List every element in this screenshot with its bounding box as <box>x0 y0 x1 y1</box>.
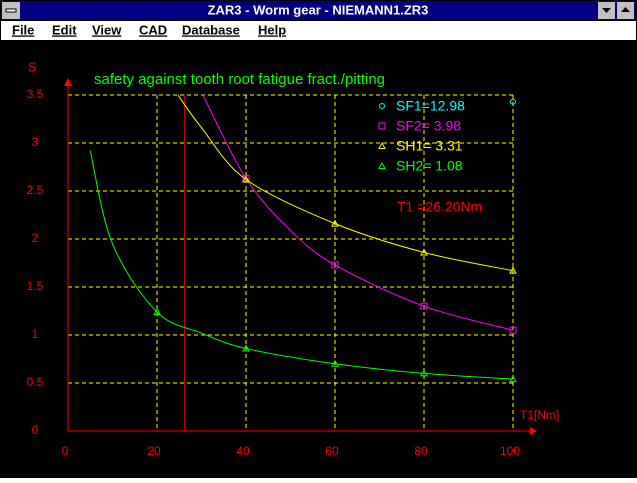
x-axis-arrow <box>530 427 537 435</box>
menu-item[interactable]: Edit <box>52 22 77 37</box>
y-tick-label: 0 <box>32 423 39 437</box>
x-tick-label: 40 <box>236 444 250 458</box>
series-line <box>177 94 514 272</box>
legend-entry: SF1=12.98 <box>396 98 465 114</box>
point-marker <box>378 161 386 169</box>
y-tick-label: 3 <box>32 135 39 149</box>
point-marker <box>331 219 339 227</box>
point-marker <box>420 369 428 377</box>
menu-item[interactable]: Database <box>182 22 240 37</box>
chart: 0 0.5 1 1.5 2 2.5 3 3.5 0 20 40 60 80 100 S T1[Nm] safet… <box>27 59 560 458</box>
y-tick-label: 3.5 <box>27 87 44 101</box>
menu-item[interactable]: CAD <box>139 22 167 37</box>
minimize-icon <box>602 8 611 13</box>
legend-entry: SH2= 1.08 <box>396 158 463 174</box>
x-tick-label: 20 <box>147 444 161 458</box>
annotation: T1 =26.20Nm <box>397 199 482 215</box>
point-marker <box>420 248 428 256</box>
y-tick-label: 1 <box>32 327 39 341</box>
point-marker <box>510 98 516 105</box>
y-tick-label: 2 <box>32 231 39 245</box>
y-axis-label: S <box>28 59 37 74</box>
x-axis-label: T1[Nm] <box>520 408 559 422</box>
y-tick-label: 2.5 <box>27 183 44 197</box>
legend-entry: SH1= 3.31 <box>396 138 463 154</box>
legend-entry: SF2= 3.98 <box>396 118 461 134</box>
series-line <box>202 94 514 331</box>
title-bar <box>1 1 636 20</box>
system-menu-icon <box>5 8 17 13</box>
menu: File Edit View CAD Database Help <box>12 22 286 37</box>
point-marker <box>242 175 250 183</box>
point-marker <box>378 141 386 149</box>
plot-background <box>1 41 636 477</box>
point-marker <box>331 261 339 269</box>
point-marker <box>509 266 517 274</box>
y-axis-arrow <box>64 78 72 86</box>
window-title: ZAR3 - Worm gear - NIEMANN1.ZR3 <box>208 2 429 17</box>
series-line <box>89 150 514 380</box>
x-tick-label: 80 <box>414 444 428 458</box>
point-marker <box>379 103 385 109</box>
x-tick-label: 60 <box>325 444 339 458</box>
point-marker <box>242 344 250 352</box>
y-tick-label: 1.5 <box>27 279 44 293</box>
menu-item[interactable]: View <box>92 22 122 37</box>
menu-item[interactable]: Help <box>258 22 286 37</box>
point-marker <box>420 302 428 310</box>
point-marker <box>378 122 386 130</box>
x-tick-label: 100 <box>500 444 520 458</box>
point-marker <box>153 307 161 315</box>
point-marker <box>509 375 517 383</box>
y-tick-label: 0.5 <box>27 375 44 389</box>
maximize-icon <box>621 7 630 12</box>
chart-title: safety against tooth root fatigue fract.… <box>94 71 385 88</box>
point-marker <box>331 359 339 367</box>
menu-bar <box>1 21 636 40</box>
point-marker <box>509 326 517 334</box>
x-tick-label: 0 <box>62 444 69 458</box>
menu-item[interactable]: File <box>12 22 34 37</box>
